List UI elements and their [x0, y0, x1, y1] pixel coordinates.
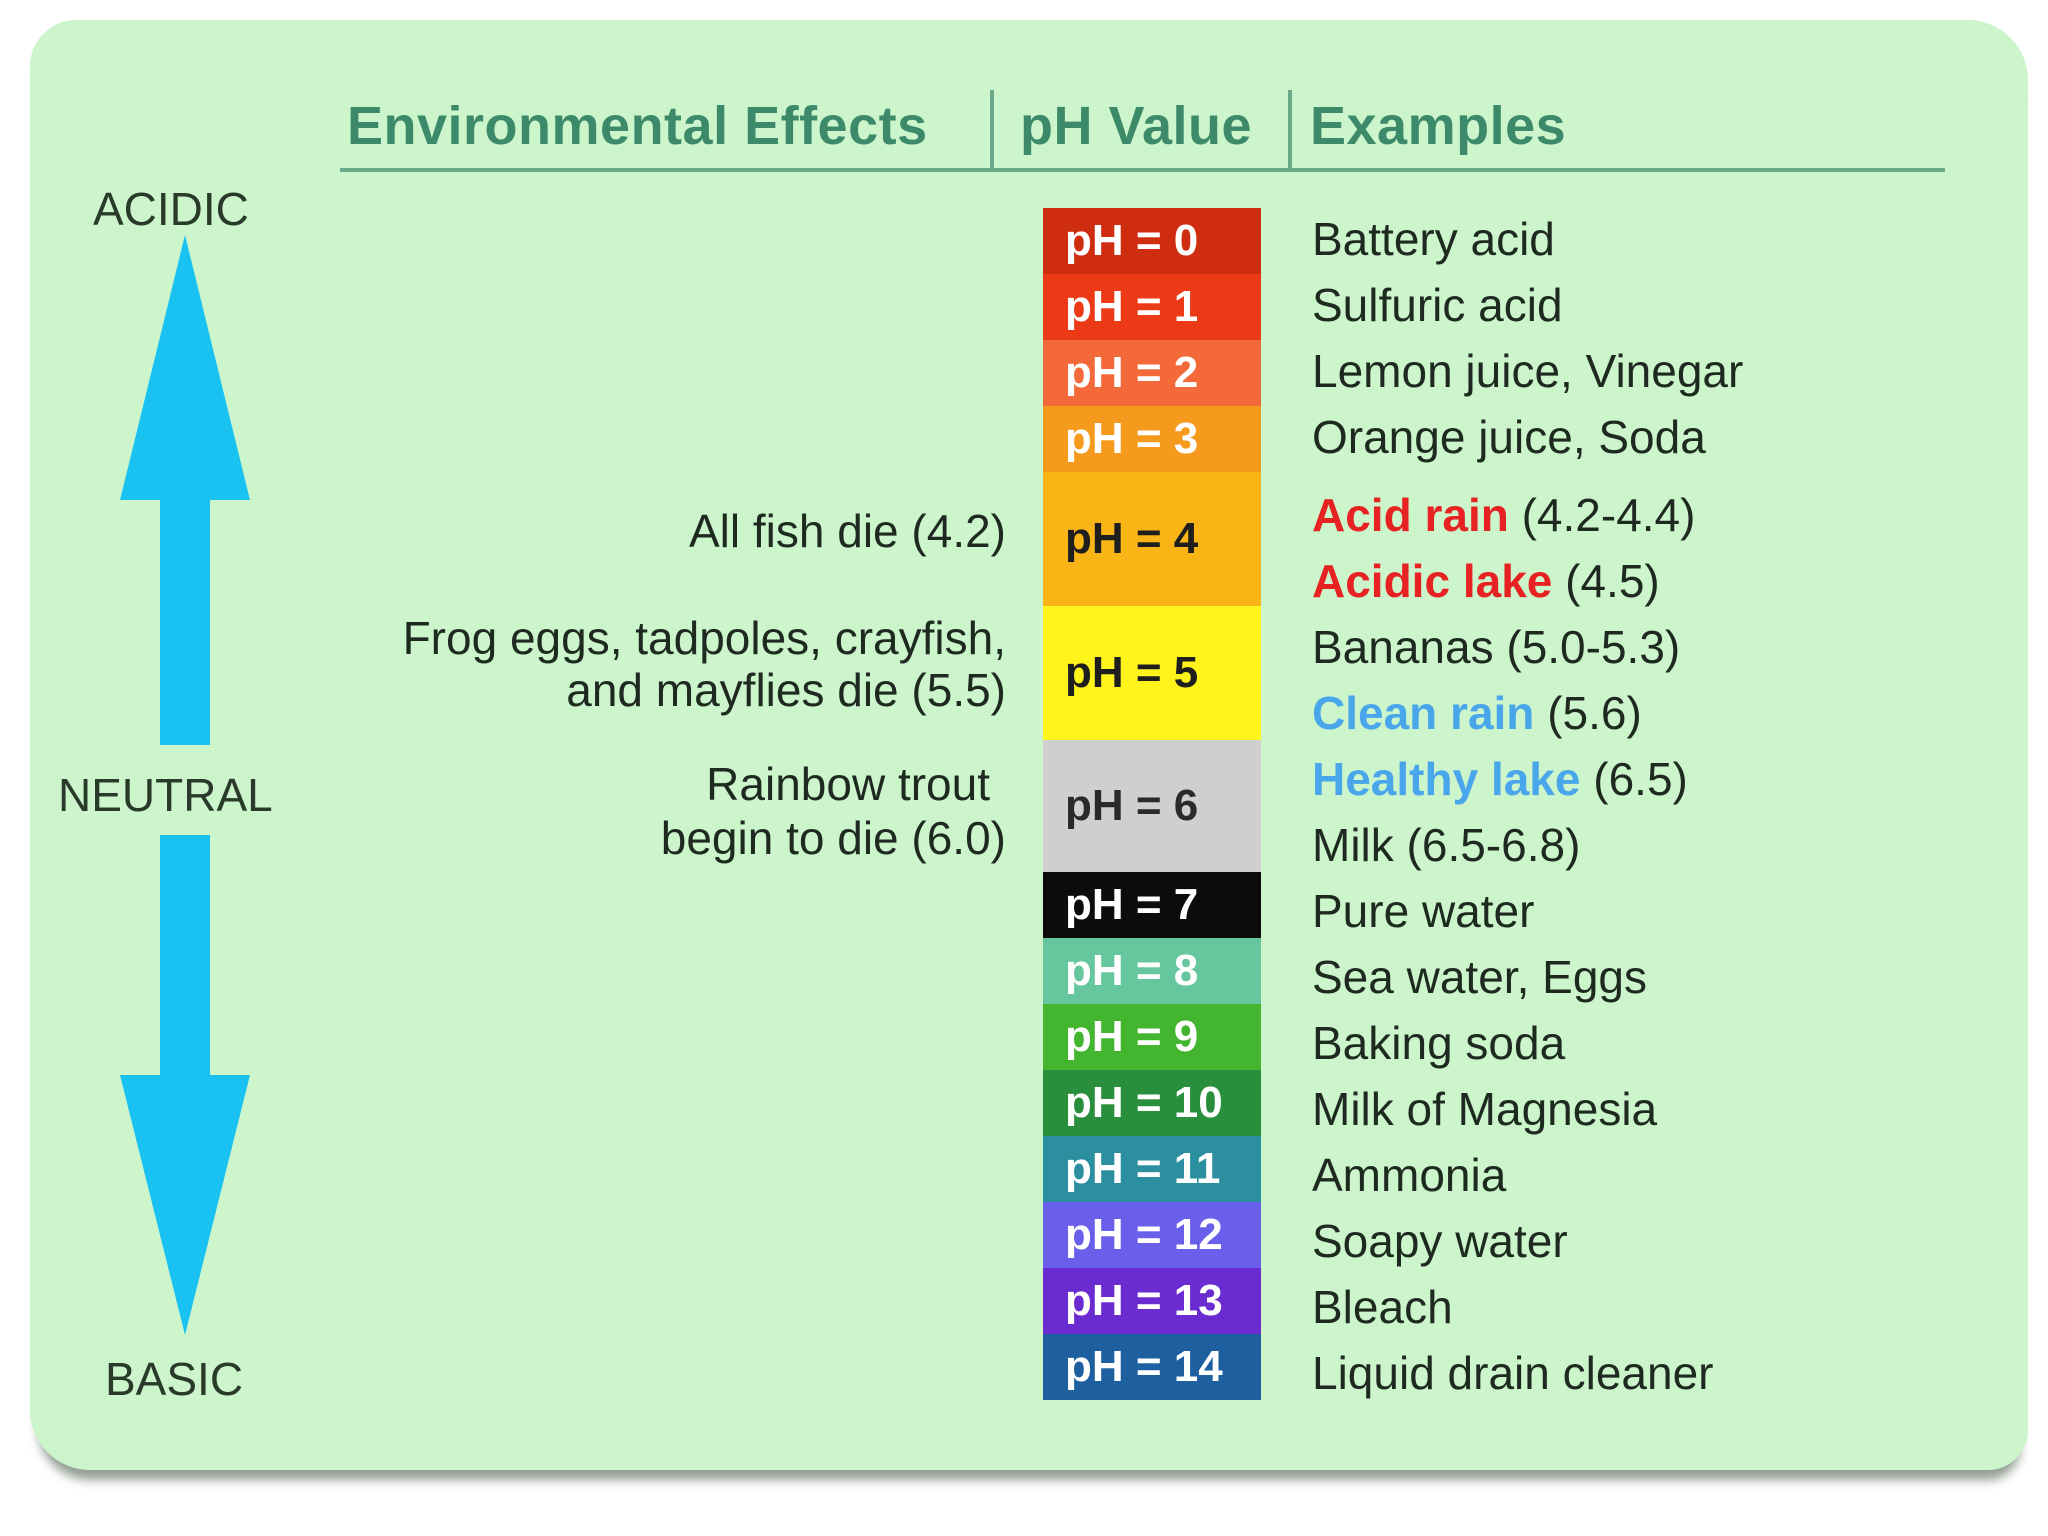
example-item: Orange juice, Soda	[1312, 410, 1706, 464]
example-text: Sulfuric acid	[1312, 279, 1563, 331]
ph-scale-label: pH = 3	[1065, 414, 1199, 463]
header-environmental-effects: Environmental Effects	[347, 96, 928, 156]
example-item: Bleach	[1312, 1280, 1453, 1334]
acid-base-double-arrow-icon	[120, 235, 250, 1335]
example-item: Clean rain (5.6)	[1312, 686, 1642, 740]
example-text: Bleach	[1312, 1281, 1453, 1333]
example-item: Milk (6.5-6.8)	[1312, 818, 1580, 872]
header-separator	[1288, 90, 1292, 172]
example-item: Acidic lake (4.5)	[1312, 554, 1660, 608]
effect-frog-line2: and mayflies die (5.5)	[566, 664, 1006, 716]
ph-scale-label: pH = 2	[1065, 348, 1199, 397]
example-text: Pure water	[1312, 885, 1535, 937]
example-text: Ammonia	[1312, 1149, 1507, 1201]
ph-scale-label: pH = 9	[1065, 1012, 1199, 1061]
example-text: Liquid drain cleaner	[1312, 1347, 1714, 1399]
up-arrow-icon	[120, 235, 250, 745]
ph-scale-label: pH = 10	[1065, 1078, 1223, 1127]
effect-trout-line1: Rainbow trout	[706, 758, 990, 810]
ph-scale-row: pH = 8	[1043, 938, 1261, 1004]
ph-scale-row: pH = 0	[1043, 208, 1261, 274]
ph-scale-label: pH = 1	[1065, 282, 1199, 331]
ph-scale-label: pH = 4	[1065, 514, 1199, 563]
basic-label: BASIC	[105, 1353, 244, 1405]
header-separator	[990, 90, 994, 172]
ph-scale-row: pH = 7	[1043, 872, 1261, 938]
header-examples: Examples	[1310, 96, 1567, 156]
ph-scale-row: pH = 9	[1043, 1004, 1261, 1070]
ph-scale-label: pH = 12	[1065, 1210, 1223, 1259]
effect-fish: All fish die (4.2)	[688, 505, 1006, 557]
example-item: Ammonia	[1312, 1148, 1506, 1202]
ph-scale-row: pH = 1	[1043, 274, 1261, 340]
example-text: Bananas (5.0-5.3)	[1312, 621, 1681, 673]
example-item: Soapy water	[1312, 1214, 1568, 1268]
ph-scale-label: pH = 14	[1065, 1342, 1223, 1391]
ph-scale-row: pH = 11	[1043, 1136, 1261, 1202]
example-text: (4.2-4.4)	[1508, 489, 1696, 541]
ph-scale-row: pH = 6	[1043, 740, 1261, 872]
example-text: Sea water, Eggs	[1312, 951, 1647, 1003]
example-text: Milk (6.5-6.8)	[1312, 819, 1581, 871]
header-underline	[340, 168, 1945, 172]
ph-scale-card	[30, 20, 2028, 1470]
acidic-label: ACIDIC	[93, 183, 249, 235]
example-text: Battery acid	[1312, 213, 1555, 265]
ph-scale-row: pH = 10	[1043, 1070, 1261, 1136]
example-highlight: Healthy lake	[1312, 753, 1581, 805]
example-item: Liquid drain cleaner	[1312, 1346, 1714, 1400]
example-text: Soapy water	[1312, 1215, 1568, 1267]
example-item: Pure water	[1312, 884, 1534, 938]
ph-scale-label: pH = 11	[1065, 1144, 1221, 1193]
example-item: Lemon juice, Vinegar	[1312, 344, 1743, 398]
example-text: Milk of Magnesia	[1312, 1083, 1658, 1135]
effect-trout-line2: begin to die (6.0)	[660, 812, 1006, 864]
effect-frog-line1: Frog eggs, tadpoles, crayfish,	[402, 612, 1006, 664]
ph-scale-row: pH = 3	[1043, 406, 1261, 472]
down-arrow-icon	[120, 835, 250, 1335]
ph-scale-row: pH = 12	[1043, 1202, 1261, 1268]
example-highlight: Clean rain	[1312, 687, 1535, 739]
example-item: Bananas (5.0-5.3)	[1312, 620, 1680, 674]
example-item: Milk of Magnesia	[1312, 1082, 1657, 1136]
neutral-label: NEUTRAL	[58, 769, 273, 821]
example-highlight: Acid rain	[1312, 489, 1509, 541]
ph-scale-row: pH = 13	[1043, 1268, 1261, 1334]
example-text: Orange juice, Soda	[1312, 411, 1706, 463]
example-text: Lemon juice, Vinegar	[1312, 345, 1744, 397]
example-item: Sulfuric acid	[1312, 278, 1563, 332]
example-item: Battery acid	[1312, 212, 1555, 266]
ph-scale-label: pH = 13	[1065, 1276, 1223, 1325]
ph-scale-label: pH = 6	[1065, 781, 1199, 830]
example-item: Acid rain (4.2-4.4)	[1312, 488, 1695, 542]
ph-scale-label: pH = 8	[1065, 946, 1199, 995]
ph-scale-row: pH = 14	[1043, 1334, 1261, 1400]
example-item: Sea water, Eggs	[1312, 950, 1647, 1004]
ph-scale-row: pH = 2	[1043, 340, 1261, 406]
ph-scale-row: pH = 4	[1043, 472, 1261, 606]
example-highlight: Acidic lake	[1312, 555, 1553, 607]
ph-scale-label: pH = 7	[1065, 880, 1199, 929]
example-text: (4.5)	[1552, 555, 1660, 607]
example-text: (6.5)	[1580, 753, 1688, 805]
ph-scale: pH = 0 pH = 1 pH = 2 pH = 3 pH = 4 pH = 5 pH =…	[1043, 208, 1261, 1400]
example-text: Baking soda	[1312, 1017, 1566, 1069]
ph-scale-label: pH = 5	[1065, 648, 1199, 697]
example-text: (5.6)	[1534, 687, 1642, 739]
header-ph-value: pH Value	[1020, 96, 1253, 156]
example-item: Baking soda	[1312, 1016, 1565, 1070]
ph-scale-row: pH = 5	[1043, 606, 1261, 740]
example-item: Healthy lake (6.5)	[1312, 752, 1688, 806]
ph-scale-label: pH = 0	[1065, 216, 1199, 265]
